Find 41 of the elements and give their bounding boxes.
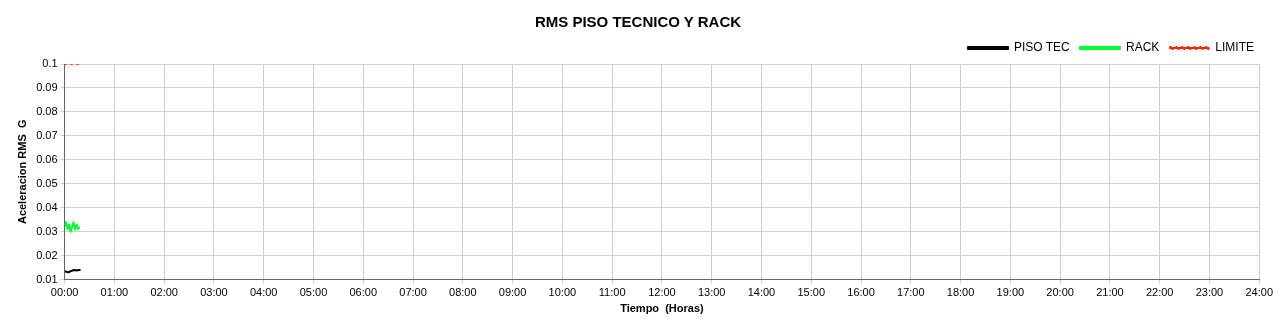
y-tick-label: 0.09	[36, 80, 58, 93]
x-tick-label: 20:00	[1046, 286, 1074, 299]
y-tick-label: 0.1	[42, 57, 58, 70]
x-tick-label: 10:00	[548, 286, 577, 299]
legend-label: RACK	[1125, 40, 1160, 55]
x-tick-label: 05:00	[299, 286, 328, 299]
x-tick-label: 03:00	[200, 286, 228, 299]
x-tick-label: 13:00	[697, 286, 726, 299]
x-axis-title: Tiempo (Horas)	[620, 302, 705, 315]
x-tick-label: 16:00	[847, 286, 875, 299]
y-tick-label: 0.07	[36, 128, 58, 141]
y-tick-label: 0.04	[36, 200, 58, 213]
x-tick-label: 21:00	[1096, 286, 1124, 299]
x-tick-label: 01:00	[100, 286, 129, 299]
y-tick-label: 0.03	[36, 224, 58, 237]
y-tick-label: 0.02	[36, 248, 58, 261]
legend-label: PISO TEC	[1013, 40, 1071, 55]
x-tick-label: 22:00	[1145, 286, 1174, 299]
y-tick-label: 0.08	[36, 104, 58, 117]
x-tick-label: 04:00	[249, 286, 278, 299]
x-tick-label: 19:00	[996, 286, 1025, 299]
x-tick-label: 08:00	[449, 286, 477, 299]
x-tick-label: 12:00	[648, 286, 676, 299]
x-tick-label: 00:00	[50, 286, 79, 299]
x-tick-label: 14:00	[747, 286, 776, 299]
x-tick-label: 17:00	[897, 286, 925, 299]
x-tick-label: 09:00	[498, 286, 527, 299]
y-tick-label: 0.05	[36, 176, 58, 189]
x-tick-label: 11:00	[598, 286, 626, 299]
y-tick-label: 0.06	[36, 152, 58, 165]
legend-label: LIMITE	[1215, 40, 1254, 55]
x-tick-label: 06:00	[349, 286, 378, 299]
y-tick-label: 0.01	[36, 272, 58, 285]
y-axis-title: Aceleracion RMS G	[15, 119, 28, 225]
x-tick-label: 07:00	[399, 286, 427, 299]
x-tick-label: 23:00	[1195, 286, 1224, 299]
x-tick-label: 15:00	[797, 286, 826, 299]
chart-title: RMS PISO TECNICO Y RACK	[534, 13, 742, 31]
x-tick-label: 24:00	[1245, 286, 1273, 299]
x-tick-label: 02:00	[150, 286, 178, 299]
x-tick-label: 18:00	[946, 286, 975, 299]
